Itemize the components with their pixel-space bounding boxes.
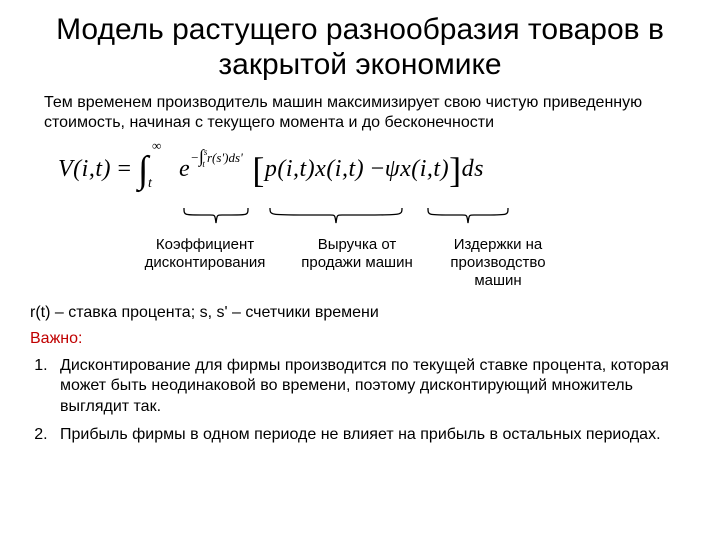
outer-int-upper: ∞ [152, 138, 162, 154]
ds: ds [462, 156, 484, 182]
intro-paragraph: Тем временем производитель машин максими… [28, 93, 692, 134]
minus: − [371, 156, 385, 182]
psi: ψ [385, 156, 400, 182]
brace-2 [268, 206, 404, 226]
brace-1 [182, 206, 250, 226]
notes-list: Дисконтирование для фирмы производится п… [28, 356, 692, 446]
slide-title: Модель растущего разнообразия товаров в … [28, 12, 692, 83]
legend-text: r(t) – ставка процента; s, s' – счетчики… [28, 304, 692, 322]
term-revenue: p(i,t)x(i,t) [265, 156, 364, 182]
exp-power: −∫str(s')ds' [190, 150, 246, 165]
label-discount: Коэффициентдисконтирования [120, 236, 290, 273]
list-item: Прибыль фирмы в одном периоде не влияет … [52, 425, 692, 445]
important-label: Важно: [28, 330, 692, 348]
label-revenue: Выручка отпродажи машин [282, 236, 432, 273]
term-cost-tail: x(i,t) [400, 156, 449, 182]
bracket-close: ] [449, 150, 462, 190]
formula-block: V(i,t) = ∫ ∞ t e−∫str(s')ds' [p(i,t)x(i,… [28, 142, 692, 204]
outer-int-lower: t [148, 176, 152, 192]
formula-lhs: V(i,t) [58, 156, 111, 182]
exp-base: e [179, 156, 190, 182]
list-item: Дисконтирование для фирмы производится п… [52, 356, 692, 417]
braces-row [28, 206, 692, 230]
equals: = [117, 156, 138, 182]
formula: V(i,t) = ∫ ∞ t e−∫str(s')ds' [p(i,t)x(i,… [58, 142, 484, 186]
term-labels-row: Коэффициентдисконтирования Выручка отпро… [28, 236, 692, 298]
bracket-open: [ [252, 150, 265, 190]
label-cost: Издержки напроизводствомашин [428, 236, 568, 291]
brace-3 [426, 206, 510, 226]
